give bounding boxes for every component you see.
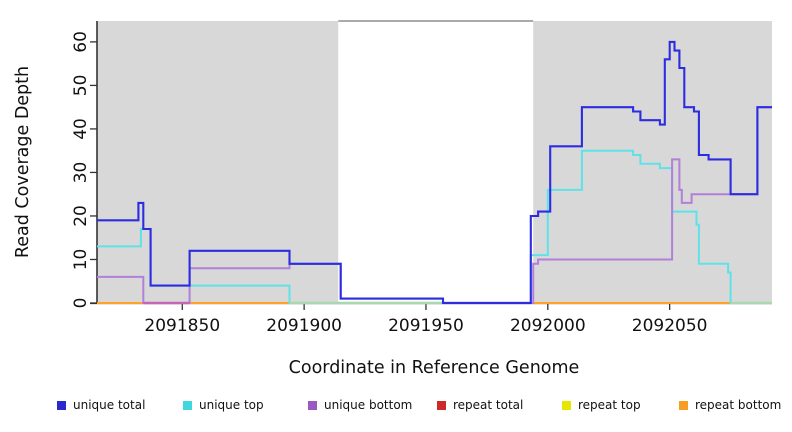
legend-swatch-repeat-top [562, 400, 571, 410]
legend-label: repeat bottom [695, 398, 782, 412]
legend-item: unique bottom [308, 397, 412, 413]
svg-text:2091950: 2091950 [388, 316, 464, 336]
legend-item: repeat total [437, 397, 523, 413]
data-series [97, 40, 772, 305]
svg-text:20: 20 [71, 205, 91, 227]
svg-text:2091850: 2091850 [144, 316, 220, 336]
legend-swatch-unique-top [183, 400, 192, 410]
legend-label: repeat total [453, 398, 524, 412]
svg-text:50: 50 [71, 75, 91, 97]
legend-item: unique top [183, 397, 264, 413]
legend: unique total unique top unique bottom re… [0, 397, 792, 417]
axes: 2091850 2091900 2091950 2092000 2092050 0 10 20… [71, 21, 772, 336]
legend-label: unique bottom [324, 398, 413, 412]
legend-label: unique top [199, 398, 264, 412]
svg-text:30: 30 [71, 162, 91, 184]
svg-text:40: 40 [71, 118, 91, 140]
shaded-regions [97, 20, 772, 304]
legend-item: repeat top [562, 397, 641, 413]
legend-item: repeat bottom [679, 397, 781, 413]
svg-text:2092000: 2092000 [510, 316, 586, 336]
svg-text:0: 0 [71, 298, 91, 309]
legend-swatch-unique-bottom [308, 400, 317, 410]
x-axis-label: Coordinate in Reference Genome [289, 358, 580, 378]
legend-item: unique total [57, 397, 145, 413]
svg-text:60: 60 [71, 31, 91, 53]
legend-label: unique total [73, 398, 146, 412]
svg-text:2092050: 2092050 [632, 316, 708, 336]
legend-label: repeat top [578, 398, 641, 412]
legend-swatch-unique-total [57, 400, 66, 410]
svg-text:10: 10 [71, 249, 91, 271]
y-axis-label: Read Coverage Depth [13, 66, 33, 258]
legend-swatch-repeat-bottom [679, 400, 688, 410]
svg-text:2091900: 2091900 [266, 316, 342, 336]
legend-swatch-repeat-total [437, 400, 446, 410]
